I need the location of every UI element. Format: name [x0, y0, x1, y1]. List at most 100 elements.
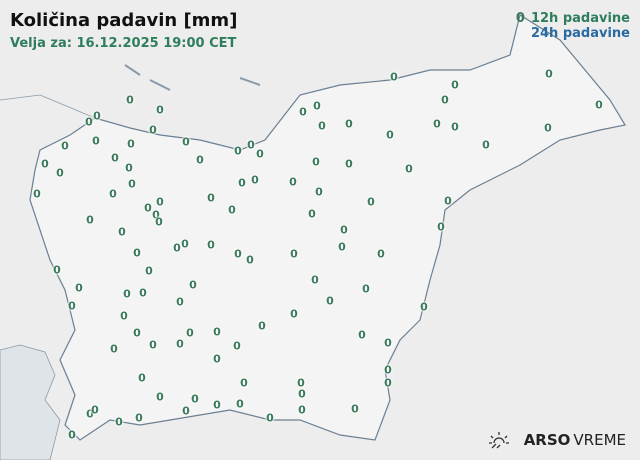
station-value[interactable]: 0 [234, 247, 242, 261]
station-value[interactable]: 0 [297, 376, 305, 390]
station-value[interactable]: 0 [173, 241, 181, 255]
station-value[interactable]: 0 [441, 93, 449, 107]
station-value[interactable]: 0 [213, 398, 221, 412]
station-value[interactable]: 0 [386, 128, 394, 142]
station-value[interactable]: 0 [433, 117, 441, 131]
station-value[interactable]: 0 [133, 246, 141, 260]
station-value[interactable]: 0 [213, 352, 221, 366]
station-value[interactable]: 0 [111, 151, 119, 165]
station-value[interactable]: 0 [545, 67, 553, 81]
station-value[interactable]: 0 [338, 240, 346, 254]
station-value[interactable]: 0 [313, 99, 321, 113]
station-value[interactable]: 0 [318, 119, 326, 133]
station-value[interactable]: 0 [451, 120, 459, 134]
station-value[interactable]: 0 [207, 238, 215, 252]
station-value[interactable]: 0 [238, 176, 246, 190]
station-value[interactable]: 0 [91, 403, 99, 417]
station-value[interactable]: 0 [345, 117, 353, 131]
station-value[interactable]: 0 [420, 300, 428, 314]
station-value[interactable]: 0 [362, 282, 370, 296]
station-value[interactable]: 0 [233, 339, 241, 353]
station-value[interactable]: 0 [340, 223, 348, 237]
station-value[interactable]: 0 [109, 187, 117, 201]
station-value[interactable]: 0 [128, 177, 136, 191]
station-value[interactable]: 0 [115, 415, 123, 429]
station-value[interactable]: 0 [312, 155, 320, 169]
station-value[interactable]: 0 [251, 173, 259, 187]
station-value[interactable]: 0 [236, 397, 244, 411]
station-value[interactable]: 0 [182, 404, 190, 418]
station-value[interactable]: 0 [156, 195, 164, 209]
station-value[interactable]: 0 [176, 337, 184, 351]
station-value[interactable]: 0 [258, 319, 266, 333]
station-value[interactable]: 0 [120, 309, 128, 323]
station-value[interactable]: 0 [118, 225, 126, 239]
station-value[interactable]: 0 [289, 175, 297, 189]
station-value[interactable]: 0 [405, 162, 413, 176]
station-value[interactable]: 0 [68, 299, 76, 313]
station-value[interactable]: 0 [311, 273, 319, 287]
station-value[interactable]: 0 [326, 294, 334, 308]
station-value[interactable]: 0 [308, 207, 316, 221]
station-value[interactable]: 0 [61, 139, 69, 153]
station-value[interactable]: 0 [384, 363, 392, 377]
station-value[interactable]: 0 [266, 411, 274, 425]
station-value[interactable]: 0 [228, 203, 236, 217]
station-value[interactable]: 0 [437, 220, 445, 234]
station-value[interactable]: 0 [152, 208, 160, 222]
station-value[interactable]: 0 [384, 376, 392, 390]
station-value[interactable]: 0 [86, 407, 94, 421]
station-value[interactable]: 0 [56, 166, 64, 180]
station-value[interactable]: 0 [125, 161, 133, 175]
station-value[interactable]: 0 [133, 326, 141, 340]
station-value[interactable]: 0 [299, 105, 307, 119]
legend-24h[interactable]: 24h padavine [516, 26, 630, 41]
station-value[interactable]: 0 [92, 134, 100, 148]
station-value[interactable]: 0 [33, 187, 41, 201]
station-value[interactable]: 0 [53, 263, 61, 277]
station-value[interactable]: 0 [182, 135, 190, 149]
legend-12h[interactable]: 0 12h padavine [516, 11, 630, 26]
station-value[interactable]: 0 [234, 144, 242, 158]
station-value[interactable]: 0 [176, 295, 184, 309]
station-value[interactable]: 0 [451, 78, 459, 92]
station-value[interactable]: 0 [384, 336, 392, 350]
station-value[interactable]: 0 [345, 157, 353, 171]
station-value[interactable]: 0 [41, 157, 49, 171]
station-value[interactable]: 0 [196, 153, 204, 167]
station-value[interactable]: 0 [110, 342, 118, 356]
station-value[interactable]: 0 [149, 123, 157, 137]
station-value[interactable]: 0 [145, 264, 153, 278]
station-value[interactable]: 0 [127, 137, 135, 151]
station-value[interactable]: 0 [93, 109, 101, 123]
station-value[interactable]: 0 [290, 247, 298, 261]
station-value[interactable]: 0 [298, 387, 306, 401]
station-value[interactable]: 0 [358, 328, 366, 342]
station-value[interactable]: 0 [156, 103, 164, 117]
station-value[interactable]: 0 [595, 98, 603, 112]
station-value[interactable]: 0 [156, 390, 164, 404]
station-value[interactable]: 0 [189, 278, 197, 292]
station-value[interactable]: 0 [186, 326, 194, 340]
station-value[interactable]: 0 [377, 247, 385, 261]
station-value[interactable]: 0 [213, 325, 221, 339]
station-value[interactable]: 0 [444, 194, 452, 208]
station-value[interactable]: 0 [351, 402, 359, 416]
station-value[interactable]: 0 [68, 428, 76, 442]
station-value[interactable]: 0 [155, 215, 163, 229]
station-value[interactable]: 0 [149, 338, 157, 352]
station-value[interactable]: 0 [191, 392, 199, 406]
station-value[interactable]: 0 [315, 185, 323, 199]
station-value[interactable]: 0 [298, 403, 306, 417]
station-value[interactable]: 0 [367, 195, 375, 209]
station-value[interactable]: 0 [123, 287, 131, 301]
station-value[interactable]: 0 [256, 147, 264, 161]
station-value[interactable]: 0 [86, 213, 94, 227]
station-value[interactable]: 0 [135, 411, 143, 425]
station-value[interactable]: 0 [390, 70, 398, 84]
station-value[interactable]: 0 [85, 115, 93, 129]
station-value[interactable]: 0 [207, 191, 215, 205]
station-value[interactable]: 0 [139, 286, 147, 300]
station-value[interactable]: 0 [544, 121, 552, 135]
station-value[interactable]: 0 [144, 201, 152, 215]
